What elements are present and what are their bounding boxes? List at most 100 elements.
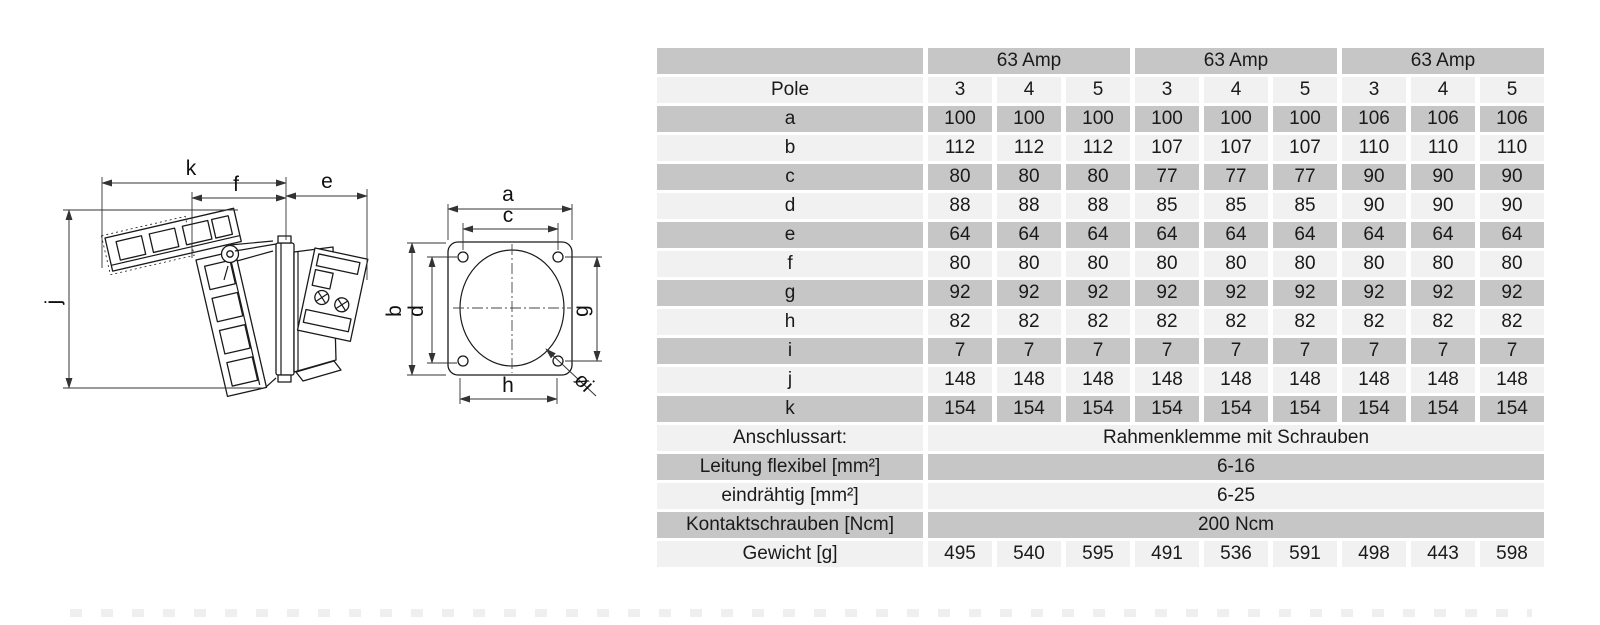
value-cell: 92 [1342,280,1406,306]
dim-label-j: j [42,300,65,306]
dim-row-g: g 92 92 92 92 92 92 92 92 92 [657,280,1544,306]
value-cell: 88 [997,193,1061,219]
value-cell: 154 [1135,396,1199,422]
value-cell: 100 [1135,106,1199,132]
value-cell: 64 [1411,222,1475,248]
value-cell: 92 [1411,280,1475,306]
value-cell: 148 [1135,367,1199,393]
value-cell: 80 [1135,251,1199,277]
value-cell: 107 [1273,135,1337,161]
span-value-cell: 6-25 [928,483,1544,509]
dim-label-d: d [405,305,428,317]
weight-value-cell: 595 [1066,541,1130,567]
dim-row-j: j 148 148 148 148 148 148 148 148 148 [657,367,1544,393]
pole-row: Pole 3 4 5 3 4 5 3 4 5 [657,77,1544,103]
value-cell: 80 [1480,251,1544,277]
pole-value-cell: 5 [1066,77,1130,103]
value-cell: 148 [1066,367,1130,393]
value-cell: 107 [1135,135,1199,161]
dim-label-b: b [383,305,406,317]
dim-label-c: c [503,204,514,227]
value-cell: 77 [1273,164,1337,190]
value-cell: 92 [928,280,992,306]
value-cell: 7 [1342,338,1406,364]
value-cell: 100 [928,106,992,132]
scan-artifact-band [70,609,1532,617]
dim-row-f: f 80 80 80 80 80 80 80 80 80 [657,251,1544,277]
pole-value-cell: 4 [997,77,1061,103]
value-cell: 110 [1411,135,1475,161]
dimension-table-body: 63 Amp 63 Amp 63 Amp Pole 3 4 5 3 4 5 3 4 5 a 100 100 10… [657,48,1544,567]
pole-value-cell: 3 [1342,77,1406,103]
value-cell: 7 [997,338,1061,364]
amp-header-row: 63 Amp 63 Amp 63 Amp [657,48,1544,74]
socket-lid [100,207,242,276]
value-cell: 148 [1411,367,1475,393]
row-label-cell: f [657,251,923,277]
value-cell: 112 [928,135,992,161]
weight-value-cell: 540 [997,541,1061,567]
value-cell: 64 [1066,222,1130,248]
value-cell: 90 [1411,193,1475,219]
row-label-cell: h [657,309,923,335]
weight-value-cell: 443 [1411,541,1475,567]
value-cell: 80 [1066,251,1130,277]
row-label-cell: d [657,193,923,219]
weight-value-cell: 591 [1273,541,1337,567]
value-cell: 82 [1135,309,1199,335]
terminal-block [296,247,369,343]
value-cell: 80 [928,251,992,277]
value-cell: 100 [997,106,1061,132]
value-cell: 92 [1135,280,1199,306]
row-label-cell: j [657,367,923,393]
value-cell: 80 [1342,251,1406,277]
weight-value-cell: 498 [1342,541,1406,567]
pole-value-cell: 5 [1273,77,1337,103]
value-cell: 88 [1066,193,1130,219]
info-row: eindrähtig [mm²] 6-25 [657,483,1544,509]
value-cell: 92 [1066,280,1130,306]
value-cell: 106 [1480,106,1544,132]
amp-header-cell: 63 Amp [1342,48,1544,74]
info-row: Kontaktschrauben [Ncm] 200 Ncm [657,512,1544,538]
value-cell: 107 [1204,135,1268,161]
value-cell: 64 [1480,222,1544,248]
value-cell: 148 [928,367,992,393]
value-cell: 92 [1273,280,1337,306]
amp-header-cell: 63 Amp [1135,48,1337,74]
dimension-table: 63 Amp 63 Amp 63 Amp Pole 3 4 5 3 4 5 3 4 5 a 100 100 10… [652,45,1549,570]
corner-cell [657,48,923,74]
value-cell: 64 [928,222,992,248]
value-cell: 77 [1135,164,1199,190]
value-cell: 154 [1411,396,1475,422]
row-label-cell: Pole [657,77,923,103]
value-cell: 80 [997,164,1061,190]
row-label-cell: i [657,338,923,364]
dim-label-diameter-i: øi [569,368,598,397]
value-cell: 85 [1204,193,1268,219]
value-cell: 7 [1204,338,1268,364]
value-cell: 64 [1135,222,1199,248]
value-cell: 82 [1273,309,1337,335]
value-cell: 90 [1411,164,1475,190]
value-cell: 64 [1342,222,1406,248]
value-cell: 106 [1411,106,1475,132]
span-value-cell: Rahmenklemme mit Schrauben [928,425,1544,451]
value-cell: 80 [997,251,1061,277]
mounting-hole [457,355,469,367]
row-label-cell: b [657,135,923,161]
value-cell: 92 [1204,280,1268,306]
technical-drawing: k f e j [42,157,602,404]
dim-row-a: a 100 100 100 100 100 100 106 106 106 [657,106,1544,132]
value-cell: 82 [928,309,992,335]
row-label-cell: Anschlussart: [657,425,923,451]
dim-row-b: b 112 112 112 107 107 107 110 110 110 [657,135,1544,161]
value-cell: 154 [928,396,992,422]
value-cell: 112 [1066,135,1130,161]
housing-bottom-edge [265,377,277,388]
value-cell: 64 [1204,222,1268,248]
spec-table-area: 63 Amp 63 Amp 63 Amp Pole 3 4 5 3 4 5 3 4 5 a 100 100 10… [652,45,1549,570]
value-cell: 148 [997,367,1061,393]
